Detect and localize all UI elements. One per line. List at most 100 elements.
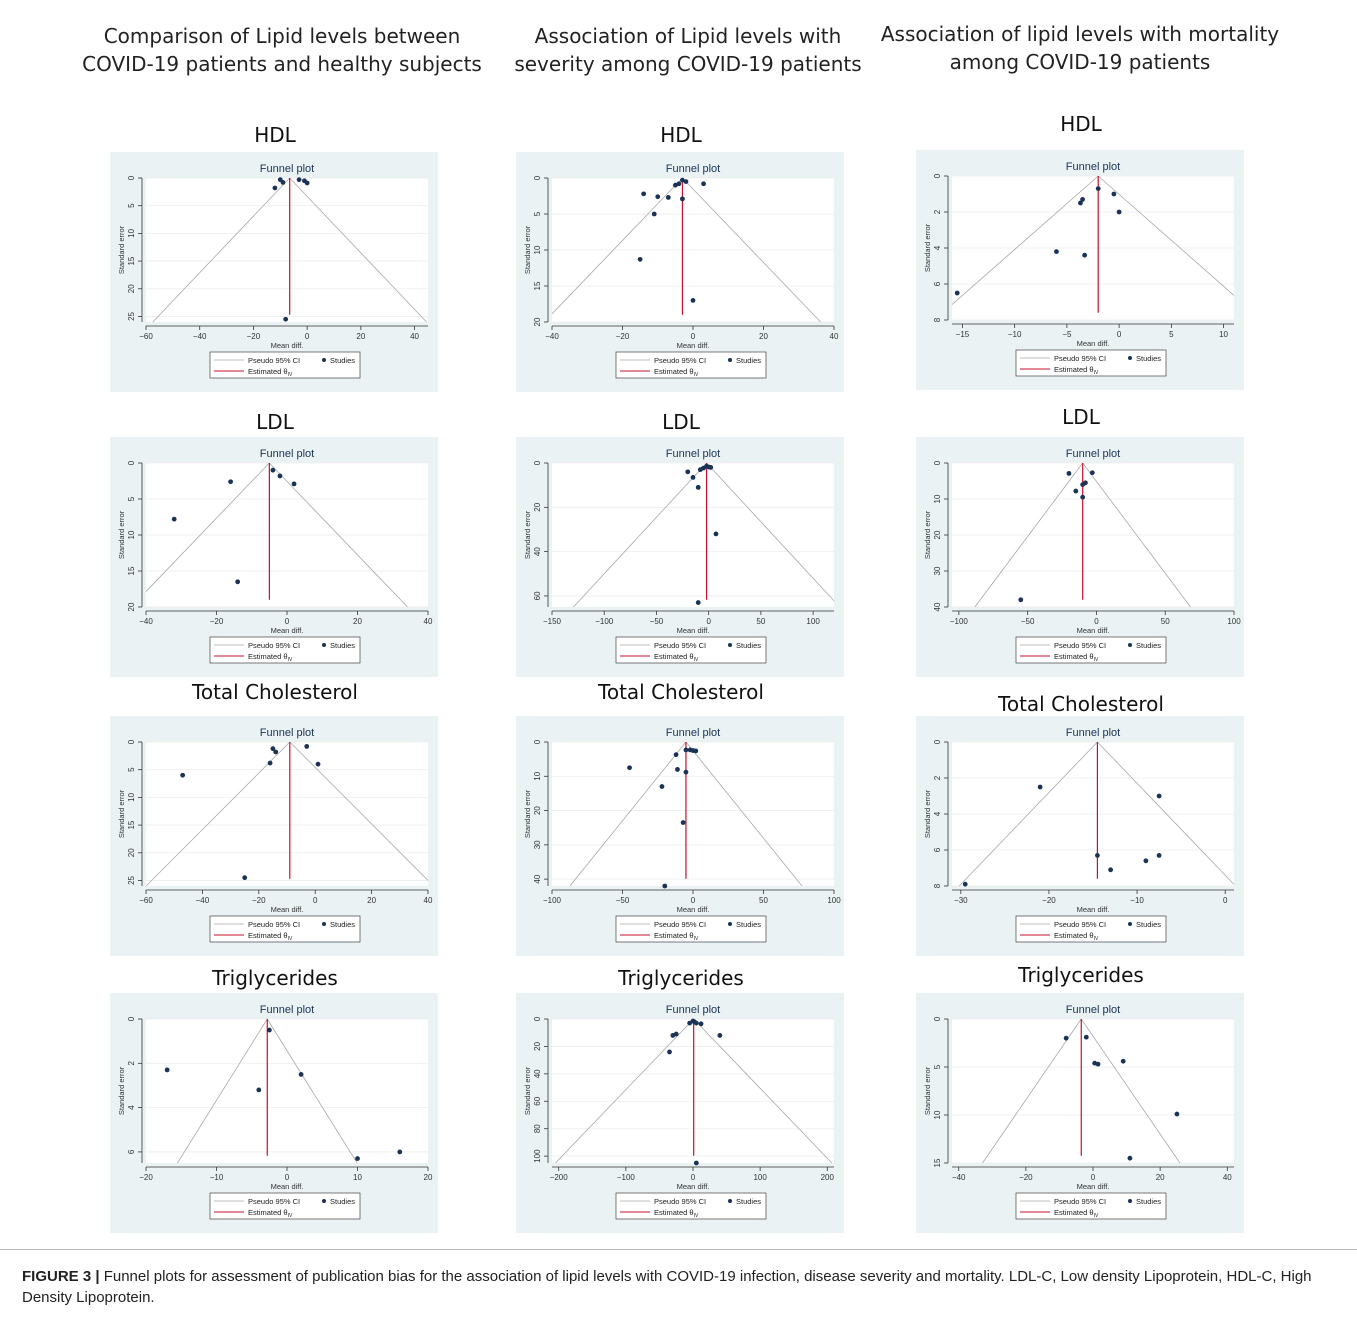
x-axis-label: Mean diff. [677,626,710,635]
study-point [637,256,643,262]
x-tick-label: −100 [950,617,969,626]
y-tick-label: 0 [533,739,542,744]
x-tick-label: 40 [1223,1173,1232,1182]
y-tick-label: 20 [533,502,542,511]
ci-line-right [1097,175,1235,296]
y-axis-label: Standard error [117,510,126,559]
legend-estimate-label: Estimated θIV [1054,365,1099,376]
ci-line-right [269,462,408,608]
ci-line-left [551,177,683,315]
legend-studies-label: Studies [1136,354,1161,363]
funnel-plot-title: Funnel plot [260,1004,314,1016]
legend-estimate-label: Estimated θIV [654,652,699,663]
funnel-plot-panel: Funnel plot 0 20 40 60 −150 −100 −50 0 50 100 Mean … [516,437,844,677]
y-tick-label: 10 [533,771,542,780]
y-tick-label: 0 [127,175,136,180]
y-tick-label: 20 [127,284,136,293]
y-tick-label: 40 [933,602,942,611]
y-tick-label: 5 [127,767,136,772]
x-tick-label: 0 [285,1173,290,1182]
y-tick-label: 6 [933,281,942,286]
legend-ci-label: Pseudo 95% CI [1054,1197,1106,1206]
y-tick-label: 0 [933,460,942,465]
column-title-line: COVID-19 patients and healthy subjects [82,52,482,76]
study-point [164,1067,170,1073]
study-point [1080,494,1086,500]
study-point [698,1021,704,1027]
x-tick-label: −20 [247,332,261,341]
x-axis-label: Mean diff. [271,341,304,350]
legend-ci-label: Pseudo 95% CI [654,920,706,929]
study-point [672,182,678,188]
study-point [697,467,703,473]
x-tick-label: 0 [1223,896,1228,905]
study-point [1083,1034,1089,1040]
study-point [1089,470,1095,476]
x-tick-label: −100 [595,617,614,626]
study-point [1078,200,1083,206]
funnel-plot-title: Funnel plot [666,1004,720,1016]
funnel-plot-panel: Funnel plot 0 2 4 6 −20 −10 0 10 20 Mean diff. Stan… [110,993,438,1233]
study-point [304,180,310,186]
legend-studies-label: Studies [330,1197,355,1206]
study-point [673,752,679,758]
ci-line-right [682,177,821,323]
legend-estimate-label: Estimated θIV [1054,1208,1099,1219]
y-tick-label: 0 [127,739,136,744]
legend-box [615,1192,767,1220]
legend-studies-label: Studies [1136,641,1161,650]
funnel-plot-svg: Funnel plot 0 20 40 60 −150 −100 −50 0 50 100 Mean … [523,448,835,664]
column-title-line: among COVID-19 patients [949,50,1211,74]
legend-estimate-label: Estimated θIV [654,931,699,942]
plot-area [146,742,428,886]
y-axis-label: Standard error [117,789,126,838]
funnel-plot-panel: Funnel plot 0 5 10 15 20 25 −60 −40 −20 0 20 40 Mean … [110,152,438,392]
x-tick-label: 0 [1091,1173,1096,1182]
study-point [296,177,302,183]
panel-title: LDL [256,410,294,434]
legend-box [1015,349,1167,377]
legend-box [1015,636,1167,664]
legend-studies-label: Studies [330,356,355,365]
ci-line-left [555,1018,694,1164]
legend-box [615,636,767,664]
caption-divider [0,1249,1357,1250]
study-point [270,467,276,473]
ci-line-left [951,175,1099,305]
x-axis-label: Mean diff. [271,626,304,635]
y-axis-label: Standard error [117,225,126,274]
x-axis-label: Mean diff. [1077,1182,1110,1191]
y-axis-label: Standard error [117,1066,126,1115]
ci-line-left [982,1018,1082,1164]
x-tick-label: 200 [821,1173,835,1182]
column-title-line: Association of Lipid levels with [534,24,842,48]
y-tick-label: 2 [127,1061,136,1066]
legend-estimate-label: Estimated θIV [248,931,293,942]
study-point [713,531,719,537]
x-axis-label: Mean diff. [271,1182,304,1191]
study-point [1073,488,1079,494]
x-tick-label: −40 [193,332,207,341]
legend-studies-label: Studies [736,641,761,650]
x-tick-label: −20 [1019,1173,1033,1182]
legend-studies-marker [728,643,732,647]
column-title-comparison: Comparison of Lipid levels between COVID-… [82,22,482,78]
funnel-plot-title: Funnel plot [260,163,314,175]
study-point [1066,471,1072,476]
x-tick-label: 40 [424,896,433,905]
y-tick-label: 15 [127,256,136,265]
study-point [695,600,701,605]
y-tick-label: 4 [127,1105,136,1110]
study-point [1120,1058,1126,1064]
funnel-plot-title: Funnel plot [260,448,314,460]
x-tick-label: −20 [210,617,224,626]
column-title-line: Association of lipid levels with mortali… [880,22,1280,46]
y-tick-label: 20 [933,530,942,539]
funnel-plot-svg: Funnel plot 0 2 4 6 8 −30 −20 −10 0 Mean diff. Stan… [923,727,1235,943]
legend-ci-label: Pseudo 95% CI [248,920,300,929]
y-tick-label: 10 [127,228,136,237]
x-axis-label: Mean diff. [1077,905,1110,914]
funnel-plot-panel: Funnel plot 0 5 10 15 20 25 −60 −40 −20 0 20 40 Mean … [110,716,438,956]
legend-estimate-label: Estimated θIV [654,1208,699,1219]
x-tick-label: 5 [1169,330,1174,339]
